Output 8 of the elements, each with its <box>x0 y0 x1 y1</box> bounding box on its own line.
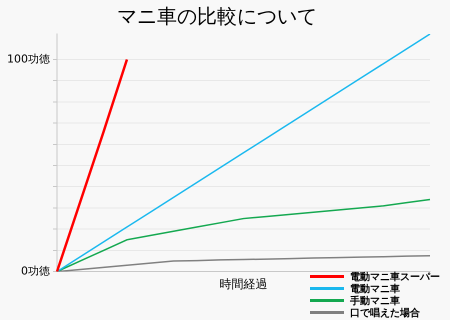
legend-label: 電動マニ車 <box>350 282 400 296</box>
legend-label: 口で唱えた場合 <box>350 306 420 320</box>
legend-label: 電動マニ車スーパー <box>350 270 440 284</box>
y-tick-label: 0功徳 <box>20 264 50 278</box>
chart-title: マニ車の比較について <box>117 4 317 28</box>
y-tick-label: 100功徳 <box>6 52 50 66</box>
legend-label: 手動マニ車 <box>350 294 400 308</box>
x-axis-title: 時間経過 <box>220 276 268 291</box>
